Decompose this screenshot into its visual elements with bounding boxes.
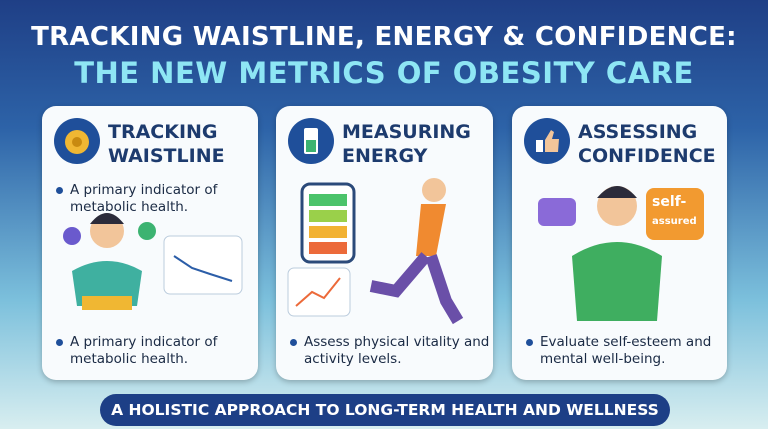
icon	[524, 118, 570, 164]
card: MEASURING ENERGY Assess physical vitality…	[276, 106, 493, 380]
illustration	[538, 186, 704, 321]
bullet: A primary indicator of metabolic health.	[56, 182, 258, 216]
subtitle: THE NEW METRICS OF OBESITY CARE	[74, 56, 694, 90]
illustration	[287, 178, 464, 325]
bullet: Assess physical vitality and activity le…	[290, 334, 493, 368]
card-heading: MEASURING ENERGY	[342, 121, 471, 167]
card-heading: ASSESSING CONFIDENCE	[578, 121, 716, 167]
bullet: Evaluate self-esteem and mental well-bei…	[526, 334, 727, 368]
speech-bubble: self-assured	[652, 194, 697, 227]
icon	[288, 118, 334, 164]
footer-banner: A HOLISTIC APPROACH TO LONG-TERM HEALTH …	[100, 394, 670, 426]
title: TRACKING WAISTLINE, ENERGY & CONFIDENCE:	[31, 22, 737, 52]
card-heading: TRACKING WAISTLINE	[108, 121, 225, 167]
card: TRACKING WAISTLINE A primary indicator of…	[42, 106, 258, 380]
bullet: A primary indicator of metabolic health.	[56, 334, 258, 368]
card: ASSESSING CONFIDENCE self-assured Evaluat…	[512, 106, 727, 380]
icon	[54, 118, 100, 164]
illustration	[63, 213, 243, 310]
